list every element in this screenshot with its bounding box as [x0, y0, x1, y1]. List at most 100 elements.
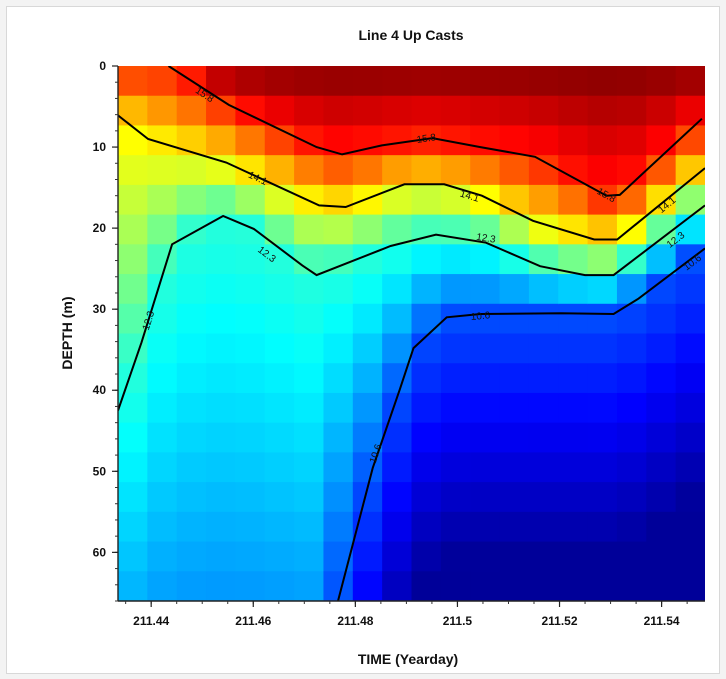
- heatmap-cell: [499, 274, 530, 305]
- heatmap-cell: [382, 214, 413, 245]
- heatmap-cell: [118, 214, 148, 245]
- heatmap-cell: [323, 274, 354, 305]
- heatmap-cell: [264, 95, 295, 127]
- heatmap-cell: [382, 482, 413, 513]
- heatmap-cell: [264, 125, 295, 156]
- heatmap-cell: [206, 392, 236, 424]
- heatmap-cell: [118, 125, 148, 156]
- heatmap-cell: [440, 244, 471, 275]
- heatmap-cell: [176, 155, 207, 186]
- heatmap-cell: [616, 66, 647, 97]
- heatmap-cell: [499, 95, 530, 127]
- heatmap-cell: [558, 482, 589, 513]
- heatmap-cell: [147, 214, 178, 245]
- heatmap-cell: [646, 452, 677, 483]
- heatmap-cell: [470, 482, 501, 513]
- heatmap-cell: [470, 363, 501, 394]
- heatmap-cell: [294, 482, 325, 513]
- heatmap-cell: [352, 155, 383, 186]
- heatmap-cell: [382, 452, 413, 483]
- heatmap-cell: [323, 511, 354, 543]
- heatmap-cell: [411, 95, 442, 127]
- heatmap-cell: [147, 541, 178, 572]
- axes: [115, 65, 705, 604]
- heatmap-cell: [470, 95, 501, 127]
- heatmap-cell: [382, 95, 413, 127]
- heatmap-cell: [528, 66, 559, 97]
- heatmap-cell: [264, 155, 295, 186]
- heatmap-cell: [440, 363, 471, 394]
- heatmap-cell: [382, 541, 413, 572]
- heatmap-cell: [558, 392, 589, 424]
- heatmap-cell: [616, 363, 647, 394]
- heatmap-cell: [440, 333, 471, 364]
- heatmap-cell: [352, 452, 383, 483]
- heatmap-cell: [411, 422, 442, 453]
- heatmap-cell: [587, 66, 618, 97]
- heatmap-cell: [235, 155, 266, 186]
- y-tick-label: 50: [93, 464, 107, 478]
- heatmap-cell: [206, 333, 236, 364]
- heatmap-cell: [176, 333, 207, 364]
- heatmap-cell: [294, 274, 325, 305]
- contour-line-15-8: [167, 66, 703, 197]
- heatmap-cell: [294, 541, 325, 572]
- heatmap-cell: [264, 511, 295, 543]
- heatmap-cell: [587, 422, 618, 453]
- heatmap-cell: [440, 482, 471, 513]
- heatmap-cell: [294, 511, 325, 543]
- heatmap-cell: [147, 422, 178, 453]
- heatmap-cell: [235, 274, 266, 305]
- heatmap-cell: [323, 303, 354, 335]
- heatmap-cell: [206, 422, 236, 453]
- heatmap-cell: [176, 422, 207, 453]
- heatmap-cell: [118, 184, 148, 216]
- y-tick-label: 0: [99, 59, 106, 73]
- heatmap-cell: [470, 214, 501, 245]
- heatmap-cell: [528, 274, 559, 305]
- heatmap-cell: [528, 244, 559, 275]
- heatmap-cell: [147, 571, 178, 601]
- x-axis-label: TIME (Yearday): [358, 651, 458, 667]
- heatmap-cell: [176, 244, 207, 275]
- heatmap-cell: [675, 452, 705, 483]
- heatmap-cell: [352, 363, 383, 394]
- heatmap-cell: [616, 511, 647, 543]
- heatmap-cell: [206, 274, 236, 305]
- heatmap-cell: [616, 155, 647, 186]
- heatmap-cell: [499, 333, 530, 364]
- heatmap-cell: [646, 363, 677, 394]
- heatmap-cell: [675, 392, 705, 424]
- heatmap-cell: [264, 571, 295, 601]
- heatmap-cell: [587, 95, 618, 127]
- heatmap-cell: [118, 422, 148, 453]
- heatmap-cell: [176, 482, 207, 513]
- heatmap-cell: [440, 511, 471, 543]
- heatmap-cell: [646, 392, 677, 424]
- heatmap-cell: [118, 571, 148, 601]
- heatmap-cell: [235, 184, 266, 216]
- heatmap-cell: [323, 333, 354, 364]
- heatmap-cell: [352, 303, 383, 335]
- heatmap-cell: [528, 482, 559, 513]
- heatmap-cell: [616, 184, 647, 216]
- heatmap-cell: [147, 66, 178, 97]
- heatmap-cell: [587, 184, 618, 216]
- heatmap-cell: [616, 392, 647, 424]
- heatmap-cell: [499, 184, 530, 216]
- heatmap-cell: [235, 125, 266, 156]
- heatmap-cell: [675, 511, 705, 543]
- heatmap-cell: [323, 184, 354, 216]
- heatmap-cell: [675, 66, 705, 97]
- heatmap-cell: [147, 95, 178, 127]
- y-tick-label: 10: [93, 140, 107, 154]
- heatmap-cell: [470, 125, 501, 156]
- heatmap-cell: [499, 303, 530, 335]
- heatmap-cell: [235, 571, 266, 601]
- x-tick-label: 211.54: [644, 614, 680, 628]
- contour-line-14-1: [118, 114, 705, 241]
- heatmap-cell: [235, 452, 266, 483]
- heatmap-cell: [235, 214, 266, 245]
- heatmap-cell: [499, 422, 530, 453]
- heatmap-cell: [294, 363, 325, 394]
